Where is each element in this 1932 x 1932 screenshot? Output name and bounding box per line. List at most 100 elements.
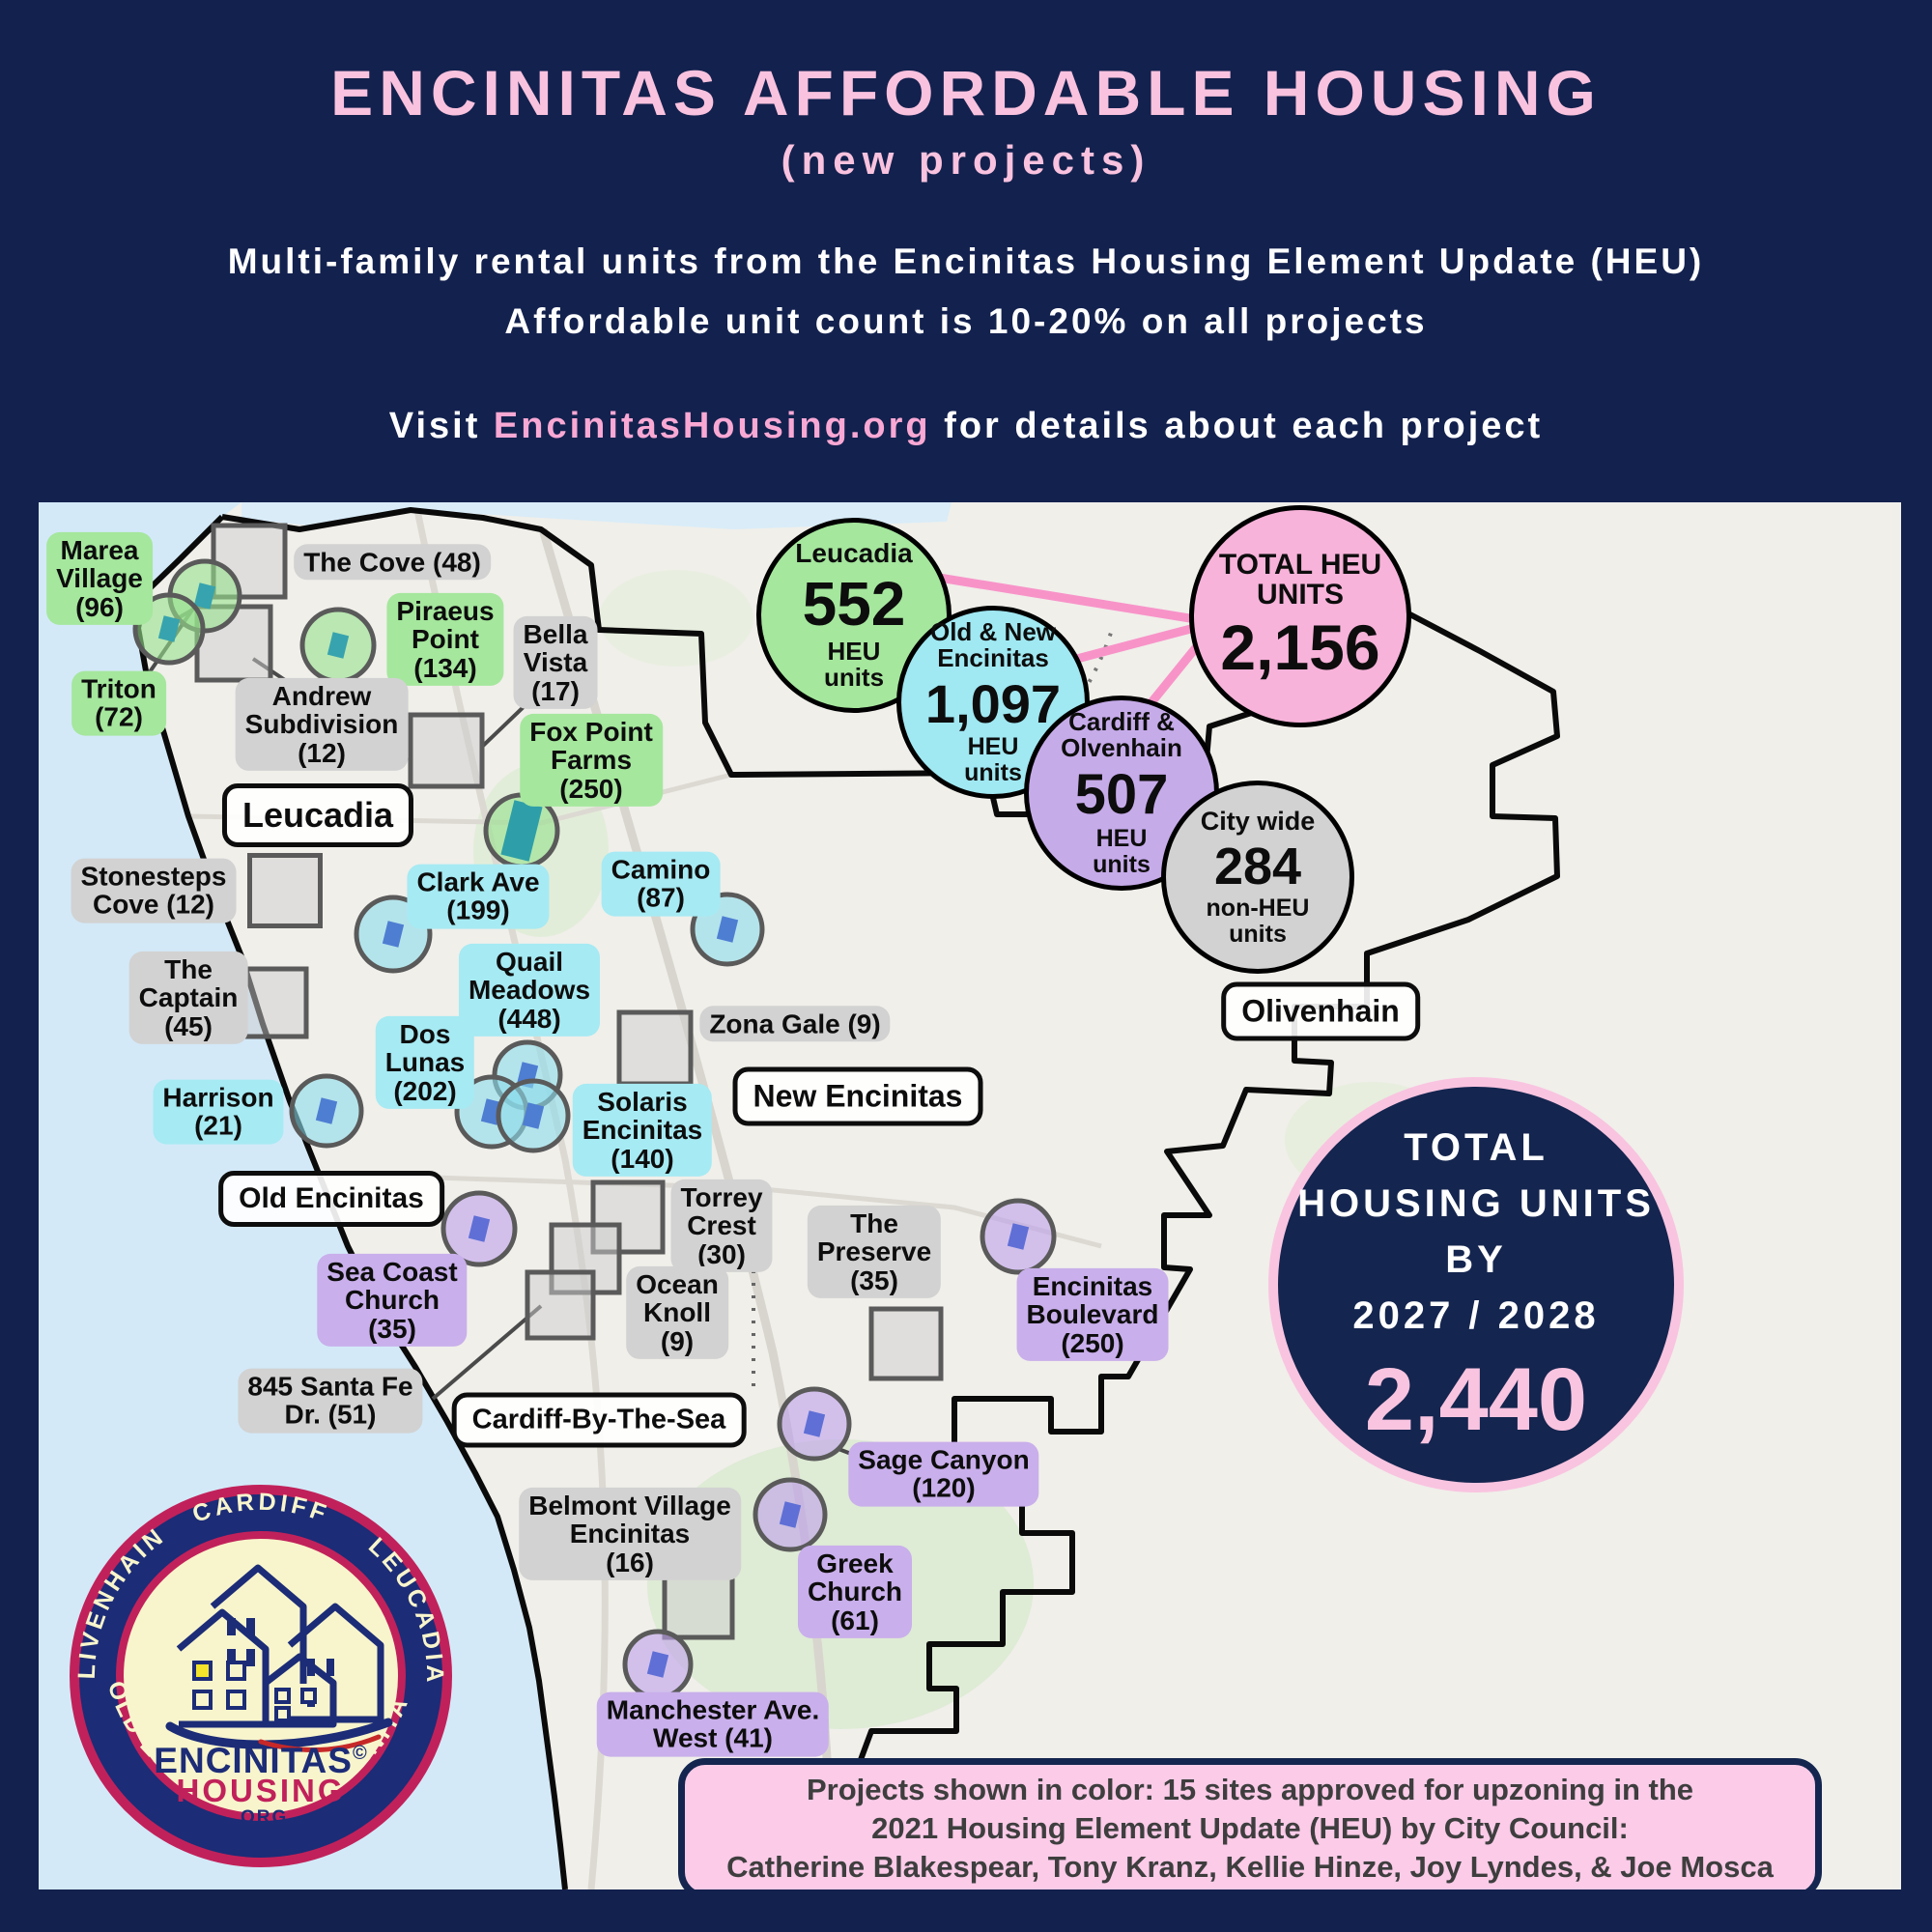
- logo-windows: [192, 1618, 334, 1722]
- visit-line: Visit EncinitasHousing.org for details a…: [0, 406, 1932, 447]
- visit-prefix: Visit: [388, 406, 494, 446]
- total-housing-label: TOTAL HOUSING UNITS BY 2027 / 2028: [1297, 1125, 1655, 1337]
- leader-line: [481, 699, 531, 748]
- building-footprint-icon: [1007, 1223, 1030, 1250]
- building-footprint-icon: [803, 1410, 826, 1437]
- project-site-circle[interactable]: [777, 1386, 852, 1462]
- project-site-circle[interactable]: [440, 1190, 518, 1267]
- project-label-piraeus[interactable]: Piraeus Point (134): [386, 592, 504, 687]
- building-footprint-icon: [193, 582, 216, 610]
- leader-line: [431, 1304, 543, 1401]
- project-label-greek[interactable]: Greek Church (61): [798, 1545, 912, 1639]
- park-area: [599, 570, 753, 667]
- project-label-ocean[interactable]: Ocean Knoll (9): [626, 1265, 728, 1360]
- logo-seal-graphic: CARDIFF LEUCADIA NEW ENCINITAS OLD ENCIN…: [56, 1462, 452, 1867]
- project-site-square[interactable]: [616, 1009, 694, 1087]
- logo-wave-red: [258, 1734, 382, 1753]
- region-unit-count: 507: [1074, 762, 1169, 826]
- project-site-circle[interactable]: [496, 1078, 571, 1153]
- map-site-markers: [132, 523, 1210, 1700]
- project-label-belmont-village[interactable]: Belmont Village Encinitas (16): [519, 1487, 741, 1581]
- district-label-cardiff-by-the-sea: Cardiff-By-The-Sea: [451, 1392, 747, 1448]
- building-footprint-icon: [157, 615, 181, 642]
- total-housing-units-circle: TOTAL HOUSING UNITS BY 2027 / 2028 2,440: [1268, 1077, 1684, 1492]
- project-label-dos[interactable]: Dos Lunas (202): [375, 1015, 475, 1110]
- project-site-circle[interactable]: [299, 607, 377, 684]
- project-label-845-santa-fe[interactable]: 845 Santa Fe Dr. (51): [238, 1368, 423, 1434]
- logo-copyright: ©: [353, 1743, 368, 1764]
- building-footprint-icon: [468, 1215, 491, 1242]
- project-label-clark-ave[interactable]: Clark Ave (199): [407, 864, 550, 929]
- region-unit-type: HEU units: [1093, 825, 1151, 878]
- project-label-fox-point[interactable]: Fox Point Farms (250): [520, 713, 663, 808]
- district-label-new-encinitas: New Encinitas: [732, 1066, 983, 1126]
- project-label-sea-coast[interactable]: Sea Coast Church (35): [317, 1253, 468, 1348]
- project-label-solaris[interactable]: Solaris Encinitas (140): [572, 1083, 713, 1178]
- project-site-square[interactable]: [662, 1567, 735, 1640]
- project-site-square[interactable]: [247, 853, 323, 928]
- region-unit-count: 1,097: [924, 672, 1062, 734]
- project-label-sage-canyon[interactable]: Sage Canyon (120): [848, 1441, 1039, 1507]
- project-label-marea[interactable]: Marea Village (96): [46, 531, 153, 626]
- region-unit-type: non-HEU units: [1206, 895, 1310, 948]
- project-site-circle[interactable]: [289, 1073, 364, 1149]
- building-footprint-icon: [522, 1102, 545, 1129]
- region-name: City wide: [1200, 807, 1316, 837]
- project-label-quail[interactable]: Quail Meadows (448): [458, 943, 601, 1037]
- page-title: ENCINITAS AFFORDABLE HOUSING: [330, 57, 1602, 128]
- building-footprint-icon: [382, 921, 405, 948]
- project-label-zona-gale-9[interactable]: Zona Gale (9): [699, 1006, 891, 1042]
- project-site-square[interactable]: [408, 712, 485, 789]
- project-label-torrey[interactable]: Torrey Crest (30): [670, 1179, 773, 1273]
- region-unit-count: 552: [802, 568, 906, 639]
- region-unit-count: 284: [1213, 837, 1302, 895]
- project-label-harrison[interactable]: Harrison (21): [153, 1079, 284, 1145]
- project-label-the[interactable]: The Captain (45): [128, 951, 248, 1045]
- visit-suffix: for details about each project: [930, 406, 1544, 446]
- project-label-manchester-ave[interactable]: Manchester Ave. West (41): [596, 1691, 830, 1757]
- project-site-circle[interactable]: [483, 792, 560, 869]
- project-label-camino[interactable]: Camino (87): [601, 851, 721, 917]
- region-unit-type: HEU units: [964, 733, 1022, 786]
- project-label-triton[interactable]: Triton (72): [71, 670, 166, 736]
- district-label-leucadia: Leucadia: [221, 783, 414, 847]
- region-unit-type: HEU units: [823, 636, 885, 693]
- district-label-olivenhain: Olivenhain: [1221, 981, 1420, 1041]
- building-footprint-icon: [716, 916, 739, 943]
- project-label-bella[interactable]: Bella Vista (17): [513, 615, 598, 710]
- encinitas-housing-logo[interactable]: CARDIFF LEUCADIA NEW ENCINITAS OLD ENCIN…: [56, 1462, 454, 1869]
- region-total-circle-total-heu-units: TOTAL HEU UNITS 2,156: [1189, 505, 1411, 727]
- project-label-stonesteps[interactable]: Stonesteps Cove (12): [71, 858, 237, 923]
- building-footprint-icon: [327, 632, 350, 659]
- region-name: TOTAL HEU UNITS: [1218, 548, 1382, 611]
- district-label-old-encinitas: Old Encinitas: [218, 1171, 444, 1227]
- building-footprint-icon: [779, 1501, 802, 1528]
- project-site-square[interactable]: [525, 1269, 596, 1341]
- region-total-circle-cardiff-olvenhain: Cardiff & Olvenhain 507 HEU units: [1024, 696, 1219, 891]
- map-labels-layer: Leucadia Old Encinitas New Encinitas Cardif…: [39, 502, 1901, 1889]
- region-name: Leucadia: [795, 538, 913, 569]
- project-site-circle[interactable]: [753, 1477, 828, 1552]
- total-housing-value: 2,440: [1364, 1350, 1588, 1449]
- project-site-square[interactable]: [868, 1306, 944, 1381]
- logo-name-housing: HOUSING: [176, 1773, 345, 1808]
- project-label-andrew[interactable]: Andrew Subdivision (12): [235, 677, 409, 772]
- description-line-2: Affordable unit count is 10-20% on all p…: [504, 301, 1428, 341]
- footer-note-text: Projects shown in color: 15 sites approv…: [726, 1772, 1774, 1885]
- building-footprint-icon: [315, 1097, 338, 1124]
- project-label-encinitas[interactable]: Encinitas Boulevard (250): [1016, 1267, 1169, 1362]
- total-connector-line: [928, 572, 1207, 625]
- encinitas-map: Leucadia Old Encinitas New Encinitas Cardif…: [39, 502, 1901, 1889]
- region-name: Old & New Encinitas: [929, 617, 1056, 673]
- project-label-the[interactable]: The Preserve (35): [807, 1205, 942, 1299]
- description-line-1: Multi-family rental units from the Encin…: [227, 242, 1705, 281]
- region-total-circle-city-wide: City wide 284 non-HEU units: [1161, 781, 1354, 974]
- project-site-circle[interactable]: [980, 1198, 1057, 1275]
- website-link[interactable]: EncinitasHousing.org: [493, 406, 931, 446]
- footer-note-box: Projects shown in color: 15 sites approv…: [678, 1758, 1822, 1889]
- logo-name-org: .ORG: [234, 1807, 289, 1828]
- project-label-the-cove-48[interactable]: The Cove (48): [294, 544, 491, 581]
- building-footprint-icon: [500, 800, 543, 862]
- logo-buildings-icon: [176, 1564, 384, 1728]
